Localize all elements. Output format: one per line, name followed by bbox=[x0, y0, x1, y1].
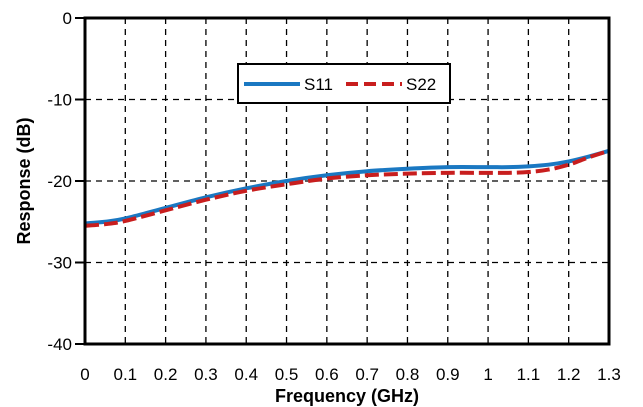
x-tick-label: 1.2 bbox=[557, 365, 581, 384]
y-tick-label: -20 bbox=[47, 172, 72, 191]
axis-ticks bbox=[75, 17, 85, 345]
y-tick-labels: 0 -10 -20 -30 -40 bbox=[47, 9, 72, 354]
legend-label-s11: S11 bbox=[304, 75, 333, 94]
y-tick-label: -40 bbox=[47, 335, 72, 354]
x-tick-label: 0.4 bbox=[234, 365, 258, 384]
y-tick-label: -30 bbox=[47, 254, 72, 273]
x-tick-label: 0 bbox=[80, 365, 89, 384]
x-tick-label: 0.5 bbox=[275, 365, 299, 384]
x-tick-label: 0.9 bbox=[436, 365, 460, 384]
series-line-s22 bbox=[84, 148, 610, 228]
y-axis-label: Response (dB) bbox=[14, 117, 34, 244]
y-tick-label: 0 bbox=[63, 9, 72, 28]
x-tick-label: 1 bbox=[483, 365, 492, 384]
x-axis-label: Frequency (GHz) bbox=[275, 386, 419, 406]
x-tick-label: 0.3 bbox=[194, 365, 218, 384]
y-tick-label: -10 bbox=[47, 91, 72, 110]
x-tick-label: 0.8 bbox=[396, 365, 420, 384]
legend: S11 S22 bbox=[237, 63, 451, 104]
x-tick-label: 0.6 bbox=[315, 365, 339, 384]
x-tick-label: 1.1 bbox=[517, 365, 541, 384]
x-tick-labels: 0 0.1 0.2 0.3 0.4 0.5 0.6 0.7 0.8 0.9 1 1.1 1.2 1.3 bbox=[80, 365, 621, 384]
x-tick-label: 0.7 bbox=[355, 365, 379, 384]
legend-label-s22: S22 bbox=[406, 75, 436, 94]
x-tick-label: 1.3 bbox=[597, 365, 621, 384]
x-tick-label: 0.2 bbox=[154, 365, 178, 384]
series-layer bbox=[84, 148, 610, 228]
x-tick-label: 0.1 bbox=[113, 365, 137, 384]
series-line-s11 bbox=[84, 148, 610, 226]
